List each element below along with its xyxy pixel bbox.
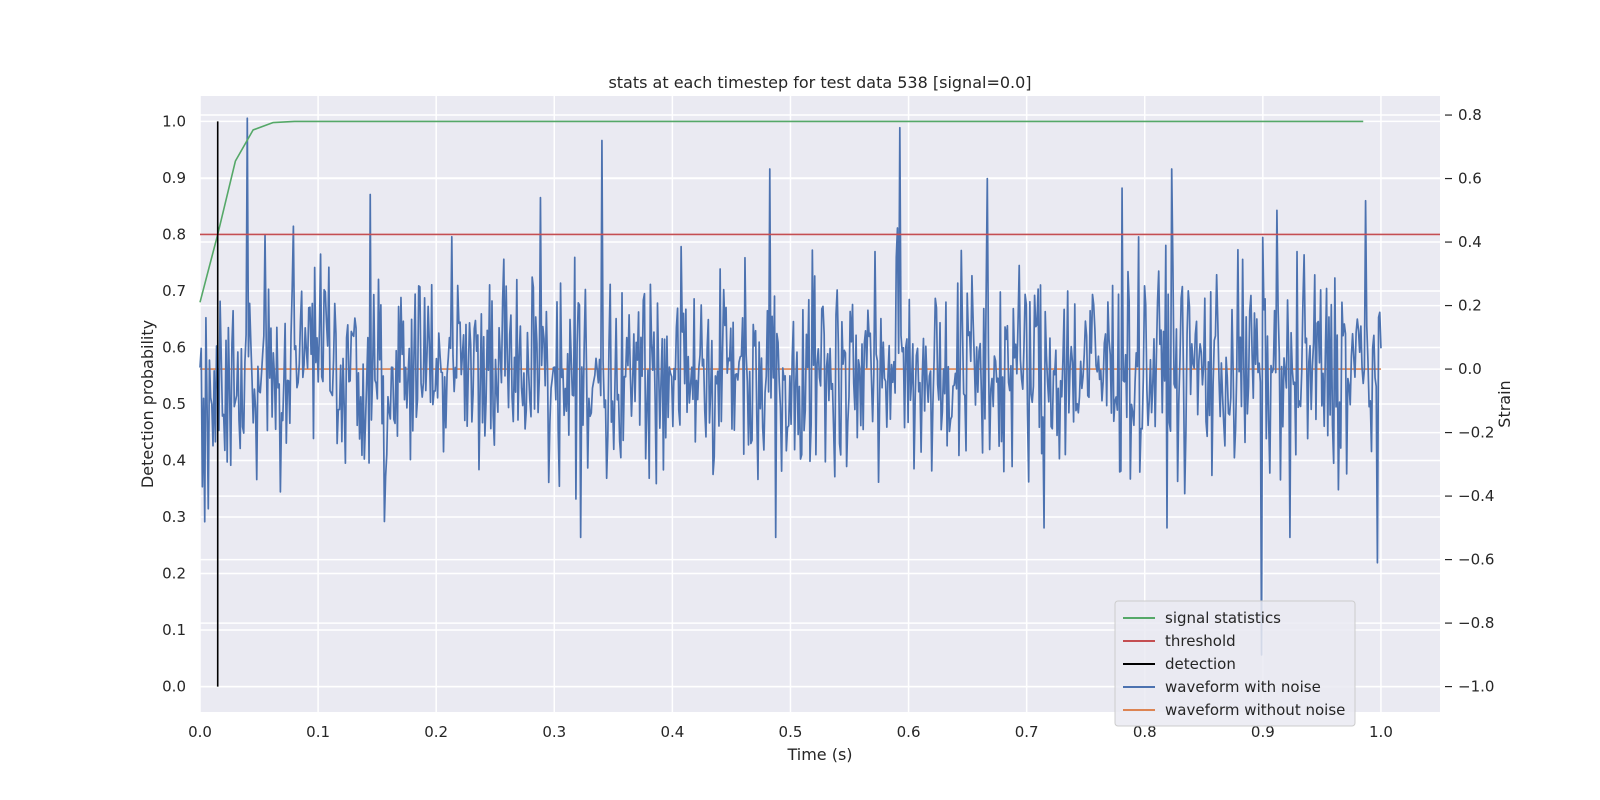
y-tick-label: 0.2 (162, 565, 186, 583)
x-tick-label: 0.5 (779, 723, 803, 741)
legend: signal statistics threshold detection wavef… (1114, 600, 1356, 727)
x-tick-label: 0.2 (424, 723, 448, 741)
legend-label: signal statistics (1165, 609, 1281, 627)
y2-tick-label: 0.8 (1458, 106, 1482, 124)
legend-label: waveform with noise (1165, 678, 1321, 696)
series-waveform-with-noise-line (199, 117, 1382, 656)
x-tick-label: 0.8 (1133, 723, 1157, 741)
chart-title: stats at each timestep for test data 538… (608, 73, 1031, 92)
x-tick-label: 0.0 (188, 723, 212, 741)
y-tick-label: 1.0 (162, 112, 186, 130)
y-tick-label: 0.5 (162, 395, 186, 413)
y-tick-label: 0.4 (162, 452, 186, 470)
x-tick-label: 0.6 (897, 723, 921, 741)
y-tick-label: 0.6 (162, 338, 186, 356)
y2-tick-label: 0.2 (1458, 297, 1482, 315)
y2-tick-label: −0.4 (1458, 487, 1494, 505)
series-layer (199, 117, 1440, 687)
y-tick-label: 0.7 (162, 282, 186, 300)
y-tick-label: 0.9 (162, 169, 186, 187)
legend-label: detection (1165, 655, 1236, 673)
x-tick-label: 0.4 (660, 723, 684, 741)
y2-tick-label: 0.0 (1458, 360, 1482, 378)
legend-box (1114, 600, 1356, 727)
y-tick-label: 0.8 (162, 225, 186, 243)
x-axis-label: Time (s) (786, 745, 852, 764)
y2-axis-label: Strain (1495, 380, 1514, 427)
series-signal-statistics-line (199, 120, 1364, 303)
x-tick-label: 0.1 (306, 723, 330, 741)
y2-tick-label: 0.4 (1458, 233, 1482, 251)
y2-tick-label: −0.8 (1458, 614, 1494, 632)
legend-label: waveform without noise (1165, 701, 1345, 719)
x-tick-label: 1.0 (1369, 723, 1393, 741)
x-tick-label: 0.9 (1251, 723, 1275, 741)
ticks-layer: 0.0 0.1 0.2 0.3 0.4 0.5 0.6 0.7 0.8 0.9 1.0 0.0 0.1 0… (162, 106, 1494, 741)
y2-tick-label: −1.0 (1458, 678, 1494, 696)
y-tick-label: 0.1 (162, 621, 186, 639)
y-tick-label: 0.3 (162, 508, 186, 526)
x-tick-label: 0.3 (542, 723, 566, 741)
y-tick-label: 0.0 (162, 678, 186, 696)
legend-label: threshold (1165, 632, 1236, 650)
y2-tick-label: −0.6 (1458, 551, 1494, 569)
y2-tick-label: −0.2 (1458, 424, 1494, 442)
x-tick-label: 0.7 (1015, 723, 1039, 741)
y-axis-label: Detection probability (138, 320, 157, 488)
y2-tick-label: 0.6 (1458, 170, 1482, 188)
